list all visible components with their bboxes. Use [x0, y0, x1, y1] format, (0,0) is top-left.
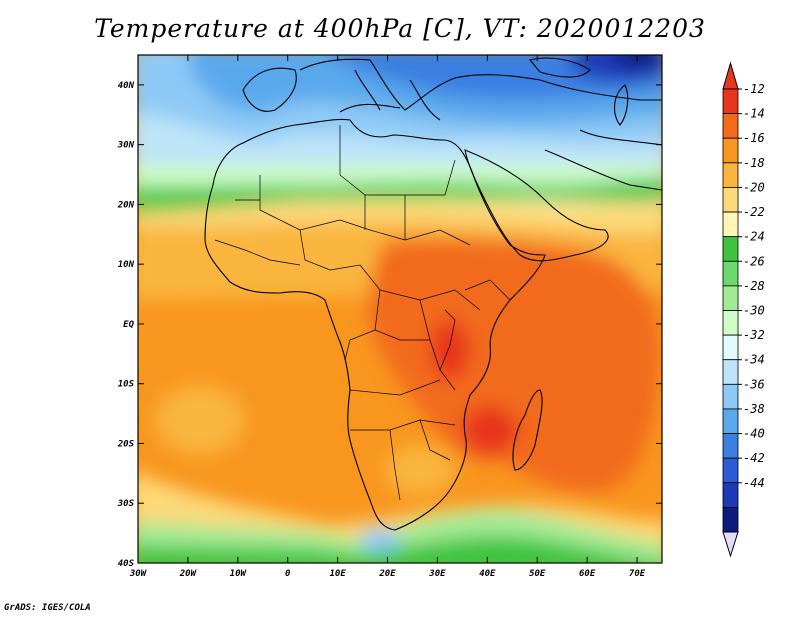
colorbar-swatch — [722, 457, 739, 484]
y-tick-label: 30S — [117, 499, 135, 509]
colorbar-swatch — [722, 482, 739, 508]
colorbar-label: -30 — [743, 304, 765, 318]
colorbar-label: -14 — [743, 107, 765, 121]
colorbar: -12 -14 -16 -18 -20 -22 -24 -26 -28 -30 -32 -34 -36 -… — [722, 61, 765, 558]
colorbar-label: -22 — [743, 205, 765, 219]
y-tick-label: 20S — [117, 439, 135, 449]
x-tick-label: 60E — [579, 569, 596, 579]
y-tick-label: 10S — [118, 380, 135, 390]
credit-text: GrADS: IGES/COLA — [4, 603, 91, 613]
page-title: Temperature at 400hPa [C], VT: 202001220… — [94, 14, 706, 43]
colorbar-bottom-arrow — [722, 531, 739, 558]
x-tick-label: 30E — [428, 569, 446, 579]
colorbar-label: -38 — [743, 402, 765, 416]
colorbar-swatch — [722, 236, 739, 262]
colorbar-swatch — [722, 506, 739, 533]
x-tick-label: 30W — [129, 569, 148, 579]
colorbar-label: -34 — [743, 353, 765, 367]
colorbar-label: -20 — [743, 180, 765, 194]
y-tick-label: 20N — [117, 200, 135, 210]
y-axis-ticks: 40N 30N 20N 10N EQ 10S 20S 30S 40S — [117, 81, 662, 569]
colorbar-label: -26 — [743, 254, 765, 268]
y-tick-label: 30N — [117, 141, 135, 151]
colorbar-swatch — [722, 383, 739, 410]
colorbar-swatch — [722, 310, 739, 336]
y-tick-label: EQ — [123, 320, 134, 330]
colorbar-label: -18 — [743, 156, 765, 170]
x-tick-label: 50E — [529, 569, 546, 579]
colorbar-label: -44 — [743, 476, 765, 490]
colorbar-swatch — [722, 285, 739, 311]
x-tick-label: 20E — [378, 569, 396, 579]
x-tick-label: 0 — [285, 569, 291, 579]
colorbar-swatch — [722, 187, 739, 213]
x-tick-label: 40E — [479, 569, 496, 579]
x-tick-label: 10E — [329, 569, 346, 579]
plot-frame — [137, 54, 663, 564]
colorbar-label: -28 — [743, 279, 765, 293]
coastlines — [204, 57, 662, 531]
colorbar-swatch — [722, 408, 739, 434]
country-borders — [214, 125, 511, 501]
colorbar-swatch — [722, 162, 739, 188]
x-tick-label: 10W — [230, 569, 248, 579]
colorbar-swatch — [722, 113, 739, 139]
colorbar-swatch — [722, 260, 739, 287]
y-tick-label: 40N — [118, 81, 135, 91]
y-tick-label: 40S — [118, 559, 135, 569]
y-tick-label: 10N — [118, 260, 135, 270]
colorbar-swatch — [722, 137, 739, 164]
temperature-field — [138, 55, 662, 563]
colorbar-label: -16 — [743, 131, 765, 145]
colorbar-swatch — [722, 88, 739, 115]
x-tick-label: 20W — [179, 569, 198, 579]
colorbar-top-arrow — [722, 61, 739, 90]
colorbar-swatch — [722, 211, 739, 238]
x-tick-label: 70E — [629, 569, 646, 579]
colorbar-label: -36 — [743, 377, 765, 391]
colorbar-label: -12 — [743, 82, 765, 96]
colorbar-label: -42 — [743, 451, 765, 465]
x-axis-ticks: 30W 20W 10W 0 10E 20E 30E 40E 50E 60E 70E — [129, 55, 646, 579]
colorbar-label: -32 — [743, 328, 765, 342]
colorbar-swatch — [722, 334, 739, 361]
colorbar-label: -24 — [743, 230, 765, 244]
colorbar-swatch — [722, 433, 739, 459]
colorbar-swatch — [722, 359, 739, 385]
colorbar-label: -40 — [743, 427, 765, 441]
